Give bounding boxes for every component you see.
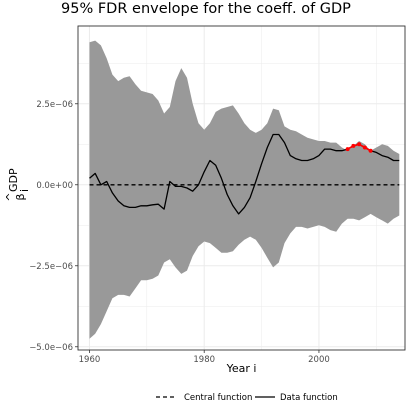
x-axis-label: Year i (226, 362, 257, 375)
legend-label-central: Central function (184, 393, 252, 403)
envelope-area (89, 40, 400, 339)
chart-title: 95% FDR envelope for the coeff. of GDP (61, 1, 351, 17)
highlight-points (345, 142, 373, 153)
highlight-point (368, 148, 373, 153)
y-axis-label-subscript: i (18, 189, 31, 192)
x-tick-label: 1960 (79, 355, 101, 365)
y-axis-label-hat: ^ (4, 192, 17, 201)
legend: Central function Data function (156, 393, 338, 403)
y-tick-label: −5.0e−06 (29, 343, 73, 353)
legend-label-data: Data function (280, 393, 338, 403)
panel-border (77, 25, 406, 351)
x-tick-label: 1980 (193, 355, 215, 365)
y-axis-label-beta: β (14, 193, 27, 200)
axis-ticks: 1960 1980 2000 −5.0e−06 −2.5e−06 0.0e+00 2.5e−… (29, 100, 330, 365)
highlight-point (362, 145, 367, 150)
y-axis-label-superscript: GDP (7, 168, 20, 192)
y-tick-label: −2.5e−06 (29, 262, 73, 272)
highlight-point (351, 143, 356, 148)
highlight-point (357, 142, 362, 147)
highlight-point (345, 147, 350, 152)
y-tick-label: 0.0e+00 (36, 181, 73, 191)
y-axis-label: ^ β GDP i (4, 168, 31, 202)
x-tick-label: 2000 (308, 355, 330, 365)
y-tick-label: 2.5e−06 (36, 100, 73, 110)
envelope (89, 40, 400, 339)
